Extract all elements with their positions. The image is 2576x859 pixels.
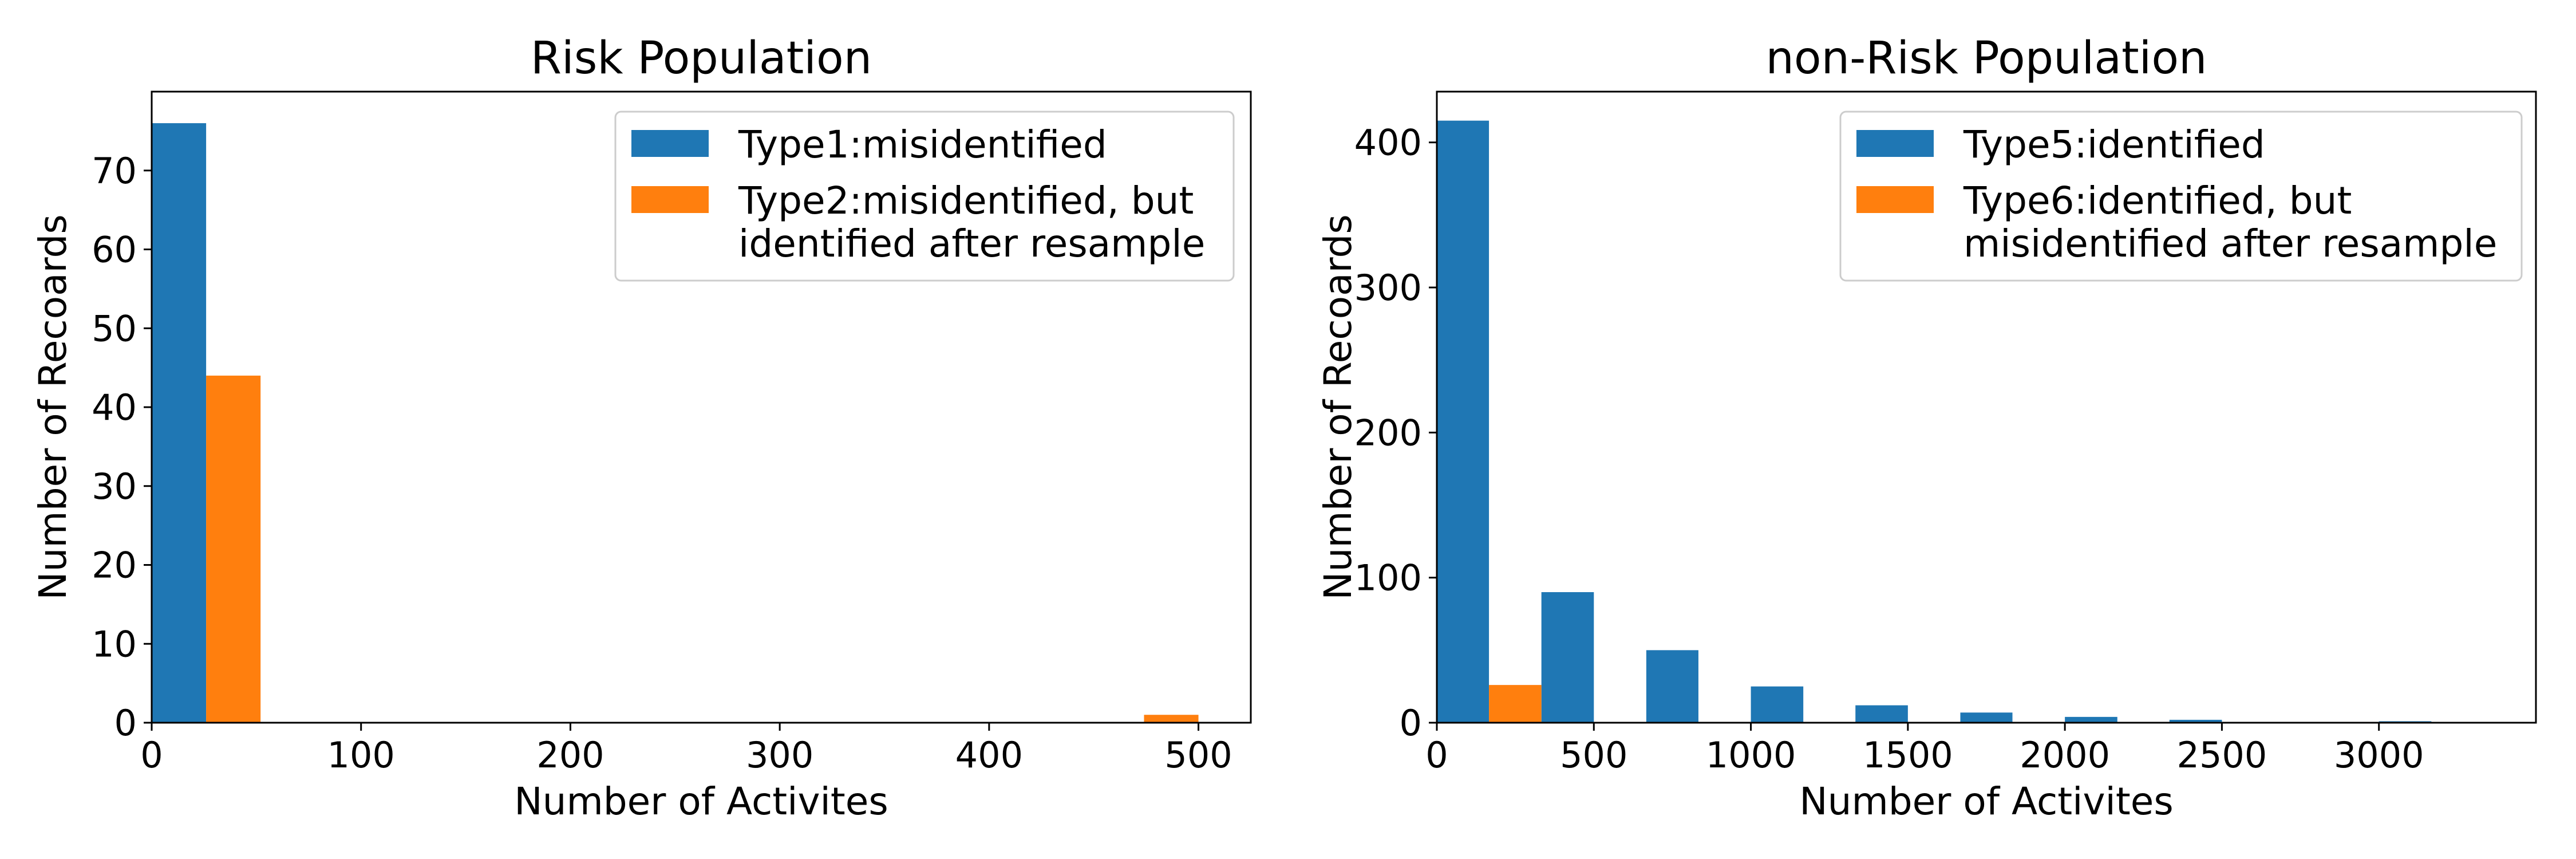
non-risk-population-panel: 0 500 1000 1500 2000 2500 3000 0 100 200 300 400 non… xyxy=(1316,33,2537,823)
bar xyxy=(1489,685,1542,723)
bar xyxy=(1541,592,1594,723)
legend: Type1:misidentified Type2:misidentified, … xyxy=(614,111,1235,282)
y-tick-label: 30 xyxy=(92,466,137,507)
bar xyxy=(1960,712,2013,723)
legend-box xyxy=(1839,111,2523,282)
x-tick-label: 0 xyxy=(1425,734,1448,776)
bar xyxy=(2169,719,2222,723)
y-tick-label: 100 xyxy=(1354,557,1422,599)
y-tick-label: 70 xyxy=(92,150,137,192)
x-tick-label: 300 xyxy=(746,734,813,776)
y-tick-label: 60 xyxy=(92,229,137,271)
y-tick-label: 400 xyxy=(1354,122,1422,164)
legend-label: misidentified after resample xyxy=(1963,222,2497,266)
x-tick-label: 2500 xyxy=(2177,734,2267,776)
y-tick-label: 20 xyxy=(92,545,137,586)
legend-label: Type2:misidentified, but xyxy=(738,179,1194,223)
y-tick-label: 200 xyxy=(1354,412,1422,454)
legend-swatch xyxy=(1856,186,1934,213)
bar xyxy=(206,375,261,723)
legend-box xyxy=(614,111,1235,282)
legend-label: Type6:identified, but xyxy=(1963,179,2352,223)
legend-swatch xyxy=(631,186,709,213)
x-tick-label: 500 xyxy=(1560,734,1627,776)
bar xyxy=(152,123,207,723)
x-tick-label: 500 xyxy=(1164,734,1232,776)
axes-frame xyxy=(1436,90,2537,724)
y-tick-label: 0 xyxy=(114,702,137,744)
legend-label: Type1:misidentified xyxy=(738,123,1107,167)
risk-population-panel: 0 100 200 300 400 500 0 10 20 30 40 50 60 70 Risk Popu… xyxy=(31,33,1252,823)
bar xyxy=(1751,686,1804,723)
bar xyxy=(2065,716,2117,723)
x-axis-label: Number of Activites xyxy=(1799,779,2173,823)
bar xyxy=(1855,705,1908,723)
y-tick-label: 0 xyxy=(1400,702,1422,744)
x-tick-label: 1000 xyxy=(1706,734,1796,776)
x-tick-label: 100 xyxy=(327,734,395,776)
legend-label: identified after resample xyxy=(738,222,1205,266)
y-tick-label: 50 xyxy=(92,308,137,349)
y-tick-label: 40 xyxy=(92,387,137,428)
legend-swatch xyxy=(631,130,709,157)
x-tick-label: 3000 xyxy=(2334,734,2424,776)
x-axis-label: Number of Activites xyxy=(514,779,888,823)
legend: Type5:identified Type6:identified, butmis… xyxy=(1839,111,2523,282)
x-tick-label: 1500 xyxy=(1863,734,1953,776)
bar xyxy=(1646,650,1698,723)
y-axis-label: Number of Recoards xyxy=(31,214,75,600)
y-tick-label: 300 xyxy=(1354,267,1422,309)
x-tick-label: 200 xyxy=(536,734,604,776)
bar xyxy=(1437,120,1490,723)
y-tick-label: 10 xyxy=(92,623,137,665)
chart-title: non-Risk Population xyxy=(1765,33,2207,84)
chart-title: Risk Population xyxy=(531,33,872,84)
x-tick-label: 2000 xyxy=(2020,734,2110,776)
bar xyxy=(1144,715,1199,723)
x-tick-label: 0 xyxy=(140,734,163,776)
y-axis-label: Number of Recoards xyxy=(1316,214,1360,600)
x-tick-label: 400 xyxy=(955,734,1023,776)
legend-swatch xyxy=(1856,130,1934,157)
legend-label: Type5:identified xyxy=(1963,123,2265,167)
